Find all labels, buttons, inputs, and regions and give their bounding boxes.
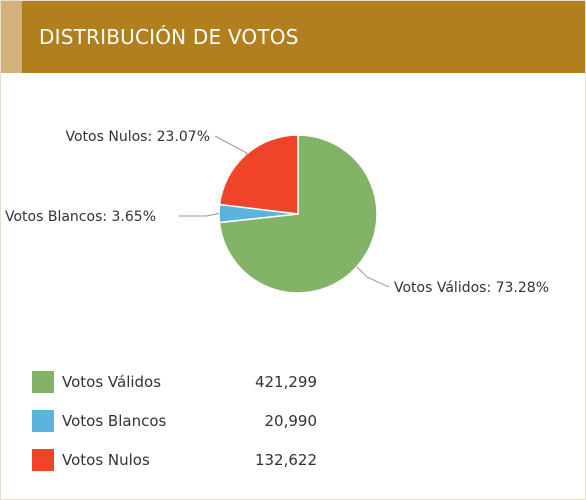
leader-line	[356, 266, 390, 288]
label-votos-nulos: Votos Nulos: 23.07%	[66, 129, 211, 145]
pie-slice-votos-nulos[interactable]	[218, 134, 299, 215]
legend-value: 20,990	[264, 412, 318, 430]
label-votos-blancos: Votos Blancos: 3.65%	[5, 209, 156, 225]
pie-chart: Votos Válidos: 73.28% Votos Blancos: 3.65…	[5, 129, 549, 296]
legend-item-blancos: Votos Blancos 20,990	[32, 408, 352, 447]
chart-legend: Votos Válidos 421,299 Votos Blancos 20,9…	[32, 369, 352, 486]
header-accent-bar	[1, 1, 22, 73]
legend-label: Votos Nulos	[62, 451, 150, 469]
panel-title: DISTRIBUCIÓN DE VOTOS	[39, 25, 299, 49]
legend-item-nulos: Votos Nulos 132,622	[32, 447, 352, 486]
legend-item-validos: Votos Válidos 421,299	[32, 369, 352, 408]
panel-header: DISTRIBUCIÓN DE VOTOS	[1, 1, 585, 73]
legend-swatch	[32, 410, 54, 432]
legend-label: Votos Válidos	[62, 373, 162, 391]
leader-line	[214, 135, 248, 156]
legend-value: 421,299	[254, 373, 317, 391]
legend-swatch	[32, 371, 54, 393]
legend-swatch	[32, 449, 54, 471]
leader-line	[179, 212, 220, 217]
label-votos-validos: Votos Válidos: 73.28%	[394, 280, 549, 296]
legend-label: Votos Blancos	[62, 412, 167, 430]
legend-value: 132,622	[254, 451, 317, 469]
